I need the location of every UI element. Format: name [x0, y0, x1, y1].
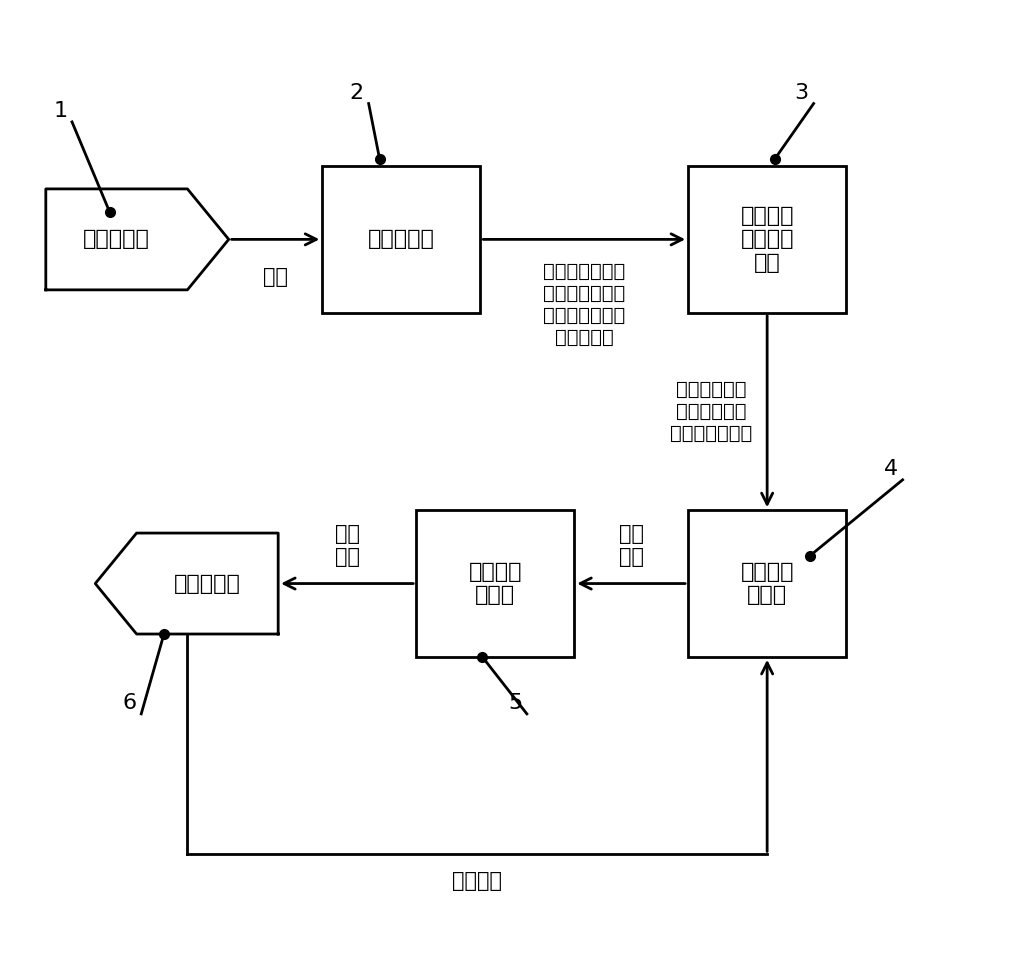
Text: 上层预测器: 上层预测器: [368, 229, 435, 250]
Text: 车速: 车速: [263, 267, 288, 287]
Text: 车速传感器: 车速传感器: [83, 229, 150, 250]
Text: 底层预测
控制器: 底层预测 控制器: [741, 562, 794, 605]
Text: 2: 2: [350, 82, 364, 102]
Bar: [322, 166, 480, 313]
Text: 1: 1: [54, 101, 67, 120]
Text: 4: 4: [884, 459, 898, 479]
Text: 5: 5: [508, 693, 522, 713]
Bar: [416, 511, 575, 657]
Bar: [688, 166, 847, 313]
Text: 燃料电池
空压机: 燃料电池 空压机: [469, 562, 522, 605]
Text: 空气
流量: 空气 流量: [335, 524, 359, 567]
Bar: [688, 511, 847, 657]
Text: 通过预测车速计
算获取对应车速
下燃料电池所需
提供的功率: 通过预测车速计 算获取对应车速 下燃料电池所需 提供的功率: [543, 262, 625, 347]
Text: 流量传感器: 流量传感器: [174, 574, 241, 594]
Text: 6: 6: [123, 693, 136, 713]
Text: 控制
电压: 控制 电压: [619, 524, 644, 567]
Text: 空压机所需输
出的空气流量
（即参考流量）: 空压机所需输 出的空气流量 （即参考流量）: [671, 380, 752, 443]
Text: 3: 3: [795, 82, 809, 102]
Text: 燃料电池
阴极流量
模型: 燃料电池 阴极流量 模型: [741, 206, 794, 272]
Text: 流量反馈: 流量反馈: [452, 871, 502, 891]
